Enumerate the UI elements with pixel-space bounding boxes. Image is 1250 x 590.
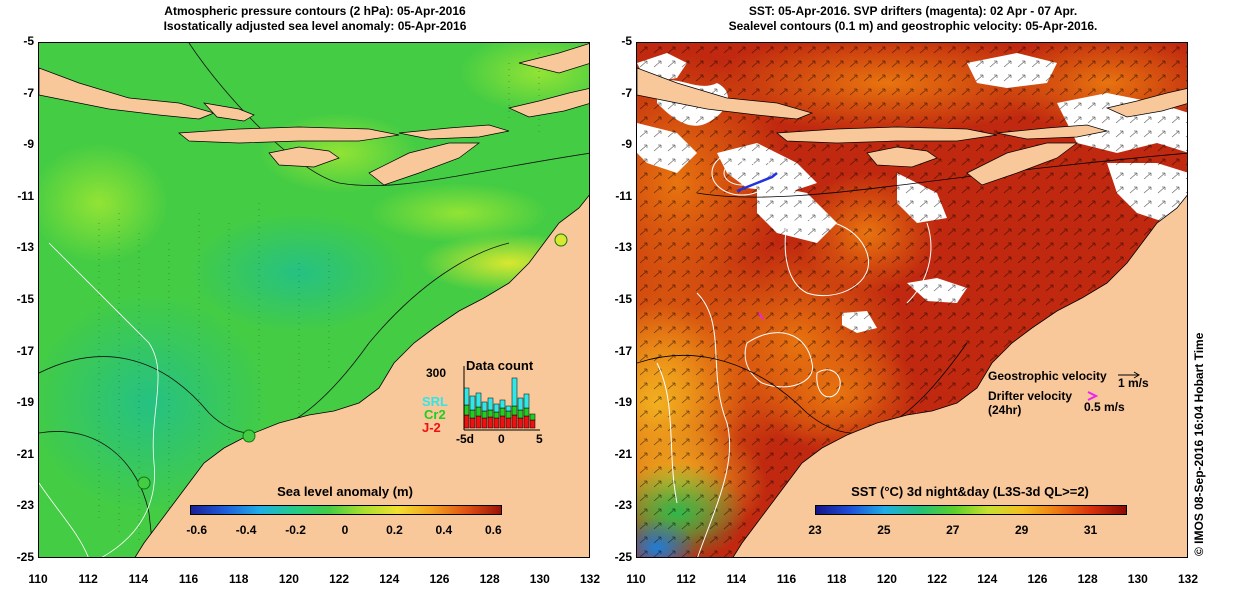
left-y-tick: -23	[16, 498, 34, 513]
inset-x-label-2: 5	[536, 432, 543, 446]
left-y-tick: -17	[16, 343, 34, 358]
geostrophic-velocity-label: Geostrophic velocity	[988, 369, 1107, 383]
drifter-velocity-label: Drifter velocity	[988, 389, 1073, 403]
australia-land-right	[732, 194, 1187, 557]
right-x-tick: 128	[1077, 572, 1098, 586]
left-map-title: Atmospheric pressure contours (2 hPa): 0…	[40, 4, 590, 34]
legend-j2: J-2	[422, 420, 441, 435]
right-y-tick: -9	[621, 137, 632, 152]
sst-colorbar-title: SST (°C) 3d night&day (L3S-3d QL>=2)	[851, 484, 1089, 499]
right-x-tick: 120	[876, 572, 897, 586]
sla-colorbar-gradient	[190, 505, 502, 515]
right-title-line1: SST: 05-Apr-2016. SVP drifters (magenta)…	[748, 4, 1078, 18]
right-title-line2: Sealevel contours (0.1 m) and geostrophi…	[728, 19, 1098, 33]
left-y-tick: -25	[16, 550, 34, 564]
imos-credit: © IMOS 08-Sep-2016 16:04 Hobart Time	[1192, 332, 1206, 556]
left-x-tick: 110	[28, 572, 48, 586]
right-x-tick: 122	[927, 572, 948, 586]
left-x-tick: 128	[479, 572, 500, 586]
left-title-line1: Atmospheric pressure contours (2 hPa): 0…	[164, 4, 466, 18]
left-x-tick: 132	[579, 572, 601, 586]
drifter-arrow-icon	[1087, 391, 1099, 401]
left-y-tick: -11	[17, 188, 34, 203]
legend-srl: SRL	[422, 394, 448, 409]
left-x-tick: 114	[128, 572, 149, 586]
geostrophic-arrow-icon	[1118, 371, 1140, 379]
left-y-tick: -9	[23, 137, 34, 152]
right-x-tick: 126	[1027, 572, 1048, 586]
right-y-tick: -5	[621, 34, 632, 48]
left-x-tick: 118	[229, 572, 249, 586]
left-x-tick: 116	[178, 572, 199, 586]
inset-x-label-1: 0	[498, 432, 505, 446]
left-x-tick: 124	[379, 572, 400, 586]
sla-colorbar-tick: -0.2	[285, 523, 306, 537]
left-x-tick: 122	[329, 572, 350, 586]
right-x-tick: 112	[676, 572, 696, 586]
left-y-tick: -7	[23, 85, 34, 100]
left-x-tick: 130	[529, 572, 550, 586]
right-x-tick: 118	[827, 572, 847, 586]
right-y-tick: -25	[614, 550, 632, 564]
sst-colorbar-tick: 31	[1083, 523, 1098, 537]
left-x-tick: 126	[429, 572, 450, 586]
drifter-track	[736, 172, 778, 193]
left-x-tick: 120	[278, 572, 299, 586]
australia-land	[134, 194, 589, 557]
left-y-tick: -21	[16, 446, 34, 461]
data-count-inset: Data count 300	[420, 358, 560, 448]
inset-x-label-0: -5d	[456, 432, 474, 446]
data-count-ymax: 300	[426, 366, 447, 380]
right-y-tick: -15	[614, 292, 632, 306]
geostrophic-scale: 1 m/s	[1118, 376, 1149, 390]
left-y-tick: -5	[23, 34, 34, 48]
data-count-title: Data count	[466, 358, 534, 373]
legend-cr2: Cr2	[424, 407, 446, 422]
sla-colorbar-tick: 0.4	[435, 523, 453, 537]
right-y-tick: -21	[614, 446, 632, 461]
left-y-tick: -15	[16, 292, 34, 306]
right-y-tick: -11	[615, 188, 632, 203]
right-map-title: SST: 05-Apr-2016. SVP drifters (magenta)…	[638, 4, 1188, 34]
left-y-tick: -13	[16, 240, 34, 255]
right-x-tick: 124	[977, 572, 998, 586]
left-y-tick: -19	[16, 395, 34, 410]
sea-level-anomaly-map	[38, 42, 590, 558]
right-y-tick: -19	[614, 395, 632, 410]
right-y-tick: -7	[621, 85, 632, 100]
right-y-tick: -13	[614, 240, 632, 255]
sst-colorbar-tick: 29	[1014, 523, 1029, 537]
right-y-tick: -23	[614, 498, 632, 513]
data-count-bars	[463, 366, 540, 431]
right-x-tick: 116	[776, 572, 797, 586]
sst-colorbar-tick: 27	[946, 523, 960, 537]
sst-colorbar-tick: 23	[808, 523, 822, 537]
sst-colorbar-gradient	[815, 505, 1127, 515]
sst-colorbar-tick: 25	[877, 523, 891, 537]
sla-colorbar-tick: 0	[341, 523, 349, 537]
sla-colorbar-tick: 0.6	[484, 523, 502, 537]
right-x-tick: 110	[626, 572, 646, 586]
left-x-tick: 112	[78, 572, 98, 586]
sla-colorbar-title: Sea level anomaly (m)	[277, 484, 413, 499]
right-y-tick: -17	[614, 343, 632, 358]
drifter-velocity-label-24hr: (24hr)	[988, 403, 1022, 417]
sla-colorbar-tick: -0.6	[186, 523, 208, 537]
right-x-tick: 114	[726, 572, 747, 586]
sla-colorbar-tick: -0.4	[235, 523, 257, 537]
left-title-line2: Isostatically adjusted sea level anomaly…	[163, 19, 467, 33]
sla-colorbar-tick: 0.2	[386, 523, 403, 537]
sst-map	[636, 42, 1188, 558]
right-x-tick: 132	[1177, 572, 1199, 586]
drifter-scale: 0.5 m/s	[1084, 400, 1125, 414]
right-x-tick: 130	[1127, 572, 1148, 586]
